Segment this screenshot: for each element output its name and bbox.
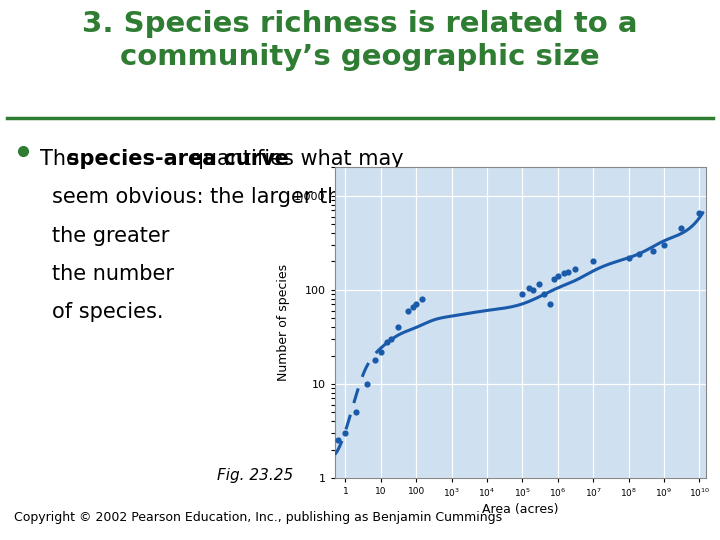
Point [693,209,705,218]
Point [332,436,343,445]
Point [351,408,362,416]
Point [552,272,564,280]
Point [527,286,539,294]
Point [369,355,381,364]
Point [375,347,387,356]
Point [386,335,397,343]
Point [340,429,351,437]
Point [538,290,549,299]
Text: the number: the number [52,264,174,284]
Point [382,338,393,346]
Point [534,280,545,288]
Point [558,269,570,278]
Point [417,295,428,303]
Text: 3. Species richness is related to a
community’s geographic size: 3. Species richness is related to a comm… [82,10,638,71]
Point [588,257,599,266]
Point [675,224,687,233]
Point [563,267,575,276]
Text: The: The [40,149,85,169]
Text: species-area curve: species-area curve [67,149,289,169]
X-axis label: Area (acres): Area (acres) [482,503,559,516]
Point [658,241,670,249]
Point [392,323,403,332]
Text: quantifies what may: quantifies what may [184,149,404,169]
Point [623,253,634,262]
Point [407,303,418,312]
Point [569,265,580,274]
Point [402,306,414,315]
Text: of species.: of species. [52,302,163,322]
Point [523,284,534,292]
Text: Copyright © 2002 Pearson Education, Inc., publishing as Benjamin Cummings: Copyright © 2002 Pearson Education, Inc.… [14,511,503,524]
Point [544,300,556,309]
Point [549,275,560,284]
Point [410,300,422,309]
Text: seem obvious: the larger the geographic area,: seem obvious: the larger the geographic … [52,187,536,207]
Y-axis label: Number of species: Number of species [277,264,290,381]
Text: the greater: the greater [52,226,169,246]
Point [647,246,659,255]
Point [361,380,372,388]
Point [517,290,528,299]
Text: Fig. 23.25: Fig. 23.25 [217,468,294,483]
Point [634,249,645,258]
